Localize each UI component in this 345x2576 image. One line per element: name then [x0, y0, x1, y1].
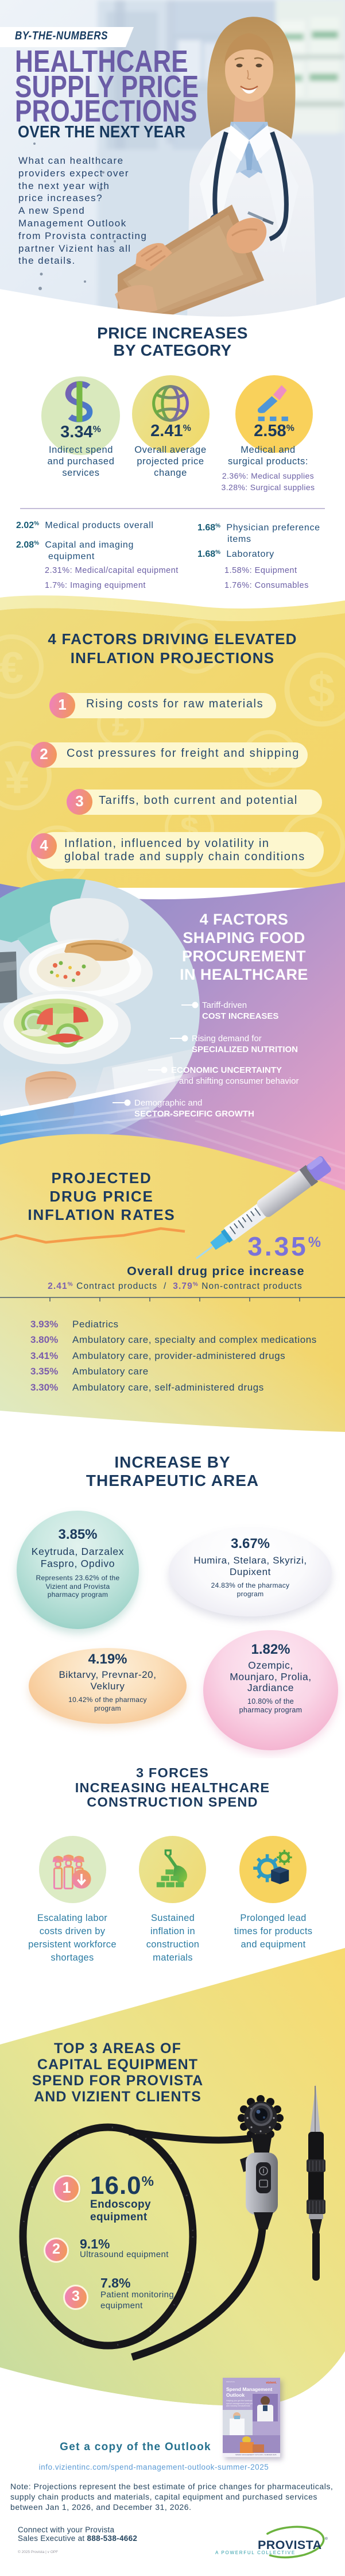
svg-text:A POWERFUL COLLECTIVE: A POWERFUL COLLECTIVE [215, 2550, 296, 2555]
svg-text:PROVISTA: PROVISTA [258, 2538, 322, 2552]
svg-text:€: € [0, 644, 24, 692]
svg-text:¥: ¥ [185, 628, 206, 668]
svg-text:$: $ [308, 663, 335, 717]
svg-text:®: ® [325, 2536, 328, 2541]
svg-text:¥: ¥ [5, 752, 30, 803]
